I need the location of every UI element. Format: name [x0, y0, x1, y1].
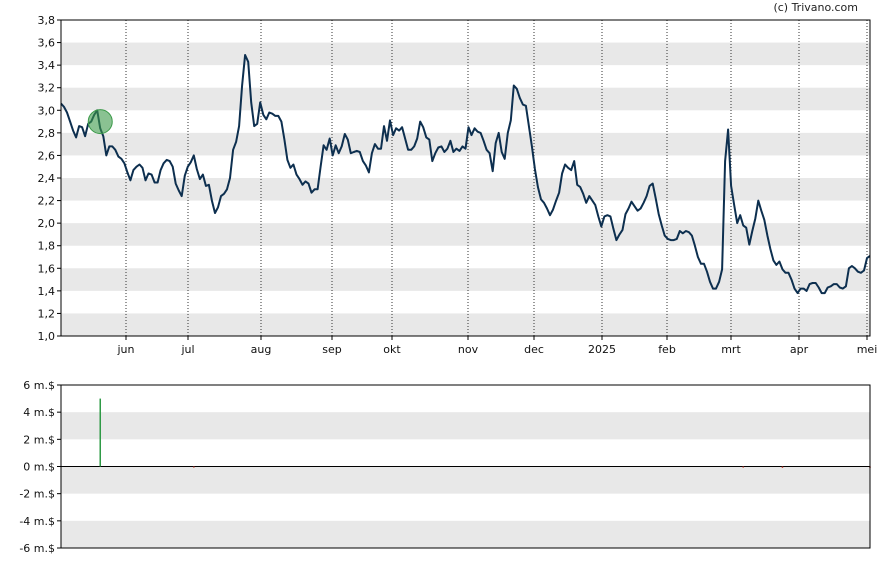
y-tick-label: -4 m.$ [19, 515, 55, 528]
x-tick-label: jun [117, 343, 135, 356]
grid-band [61, 223, 870, 246]
y-tick-label: 3,6 [38, 37, 56, 50]
y-tick-label: 3,2 [38, 82, 56, 95]
y-tick-label: 2,2 [38, 195, 56, 208]
y-tick-label: 1,4 [38, 285, 56, 298]
y-tick-label: 2,4 [38, 172, 56, 185]
y-tick-label: 2 m.$ [23, 433, 55, 446]
x-tick-label: feb [658, 343, 676, 356]
x-tick-label: aug [251, 343, 272, 356]
grid-band [61, 412, 870, 440]
x-tick-label: mei [857, 343, 878, 356]
y-tick-label: 1,6 [38, 262, 56, 275]
y-tick-label: 2,8 [38, 127, 56, 140]
y-tick-label: 1,2 [38, 307, 56, 320]
y-tick-label: 3,4 [38, 59, 56, 72]
grid-band [61, 42, 870, 66]
x-tick-label: apr [790, 343, 809, 356]
y-tick-label: 2,0 [38, 217, 56, 230]
x-tick-label: okt [383, 343, 401, 356]
volume-bar [742, 466, 744, 468]
y-tick-label: 1,0 [38, 330, 56, 343]
y-tick-label: 2,6 [38, 149, 56, 162]
grid-band [61, 178, 870, 201]
price-panel: 3,8 3,6 3,4 3,2 3,0 2,8 2,6 2,4 2,2 2,0 1,8 1,6 1,4 1… [38, 14, 878, 356]
grid-band [61, 87, 870, 111]
volume-bar [99, 398, 101, 467]
price-line [60, 54, 871, 295]
y-tick-label: 0 m.$ [23, 461, 55, 474]
x-tick-label: mrt [721, 343, 741, 356]
x-tick-label: nov [458, 343, 479, 356]
source-credit: (c) Trivano.com [773, 1, 858, 14]
event-marker [87, 109, 113, 135]
y-tick-label: 3,8 [38, 14, 56, 27]
price-frame [60, 19, 871, 337]
grid-band [61, 313, 870, 336]
x-tick-label: dec [524, 343, 544, 356]
y-tick-label: 6 m.$ [23, 379, 55, 392]
volume-panel: 6 m.$ 4 m.$ 2 m.$ 0 m.$ -2 m.$ -4 m.$ -6 m.$ [19, 379, 871, 555]
y-tick-label: -6 m.$ [19, 542, 55, 555]
grid-band [61, 268, 870, 291]
volume-bar [781, 466, 784, 468]
y-tick-label: 1,8 [38, 240, 56, 253]
x-tick-label: sep [322, 343, 341, 356]
y-tick-label: -2 m.$ [19, 488, 55, 501]
grid-band [61, 520, 870, 548]
volume-frame [60, 384, 871, 549]
x-tick-label: jul [180, 343, 194, 356]
x-tick-label: 2025 [588, 343, 616, 356]
volume-bar [193, 466, 195, 468]
y-tick-label: 3,0 [38, 104, 56, 117]
y-tick-label: 4 m.$ [23, 406, 55, 419]
grid-band [61, 466, 870, 494]
